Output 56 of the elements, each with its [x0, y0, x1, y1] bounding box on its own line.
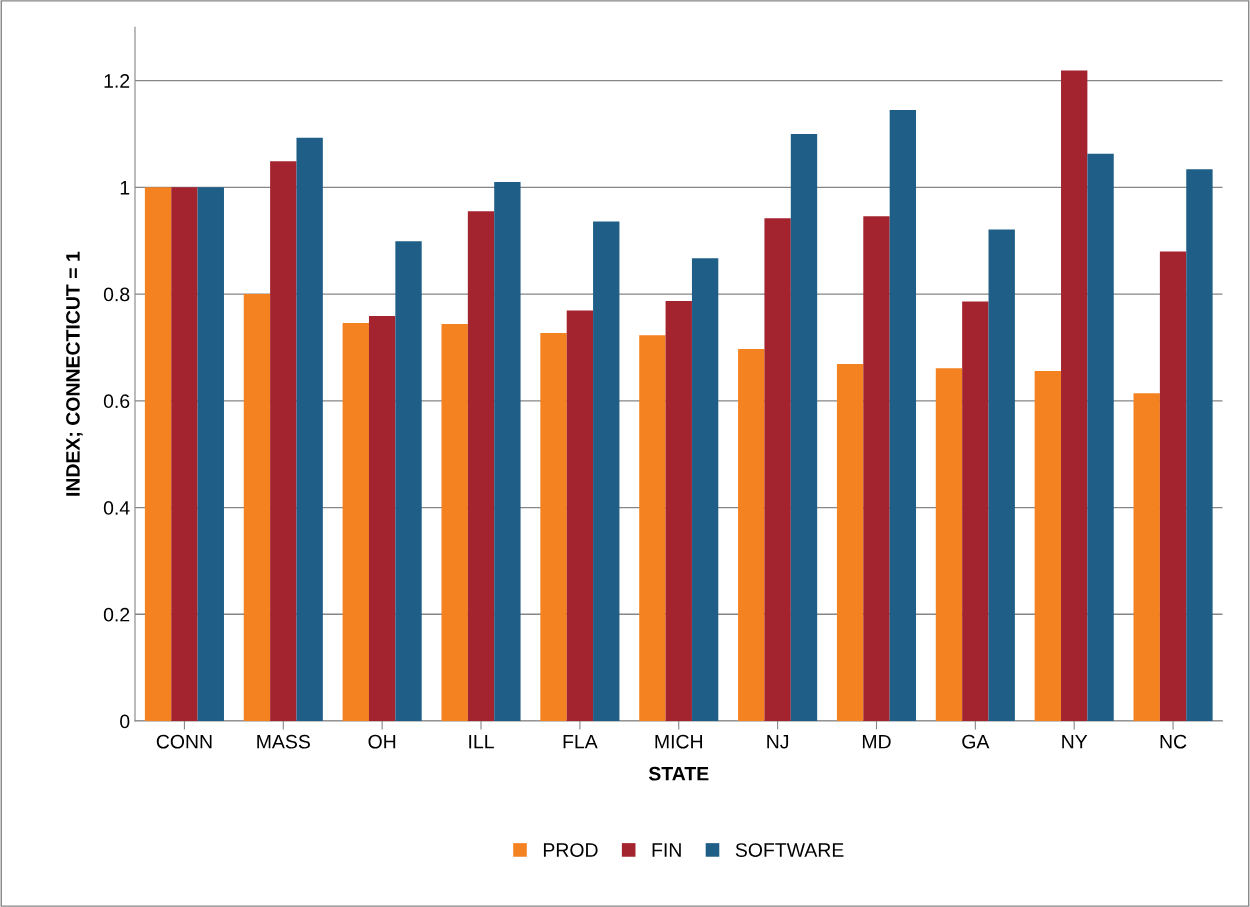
y-tick-label: 1.2: [104, 74, 130, 88]
x-axis-title: STATE: [648, 766, 709, 781]
bar: [935, 368, 963, 722]
bar: [863, 216, 890, 722]
bar: [1087, 153, 1114, 722]
x-tick-label: FLA: [563, 734, 598, 749]
bar: [1061, 70, 1088, 722]
bar: [467, 211, 495, 722]
bar: [1034, 370, 1062, 722]
bar: [243, 294, 271, 722]
y-tick-label: 0.4: [103, 501, 130, 515]
bar: [639, 335, 666, 722]
y-axis-title: INDEX; CONNECTICUT = 1: [66, 251, 83, 496]
bar: [691, 258, 719, 722]
bar: [1186, 169, 1213, 722]
bar: [889, 109, 917, 722]
bar: [593, 221, 620, 722]
bar: [738, 349, 765, 722]
x-tick-label: ILL: [469, 734, 494, 749]
x-tick-label: CONN: [156, 734, 212, 749]
bar: [540, 333, 567, 722]
x-tick-label: OH: [368, 734, 396, 749]
y-tick-label: 0: [120, 714, 130, 729]
bar: [1133, 393, 1160, 722]
bar: [790, 133, 818, 722]
bar: [197, 187, 224, 722]
x-tick-label: NY: [1062, 734, 1088, 749]
bar: [144, 187, 172, 722]
bar: [441, 323, 468, 722]
bar: [665, 301, 692, 722]
bar: [1159, 251, 1187, 722]
bar: [836, 364, 864, 722]
x-tick-label: GA: [962, 734, 990, 749]
bar: [342, 322, 369, 722]
bar: [962, 301, 989, 722]
x-tick-label: MASS: [257, 734, 310, 749]
bar: [395, 241, 422, 722]
bar: [270, 161, 297, 722]
y-tick-label: 0.2: [103, 607, 130, 622]
bar: [566, 310, 594, 722]
x-tick-label: MD: [862, 734, 891, 749]
bar: [764, 218, 791, 722]
x-tick-label: NJ: [767, 734, 789, 749]
legend-label: SOFTWARE: [735, 843, 844, 857]
bar: [988, 229, 1015, 722]
bar: [494, 181, 521, 722]
legend-label: PROD: [543, 843, 598, 857]
y-tick-label: 0.8: [103, 287, 130, 302]
y-tick-label: 0.6: [103, 394, 130, 409]
x-tick-label: MICH: [655, 734, 703, 749]
bar: [171, 187, 198, 722]
legend-label: FIN: [652, 843, 681, 857]
y-tick-label: 1: [120, 181, 130, 195]
x-tick-label: NC: [1160, 734, 1187, 749]
bar: [368, 315, 396, 722]
bar: [296, 137, 323, 722]
